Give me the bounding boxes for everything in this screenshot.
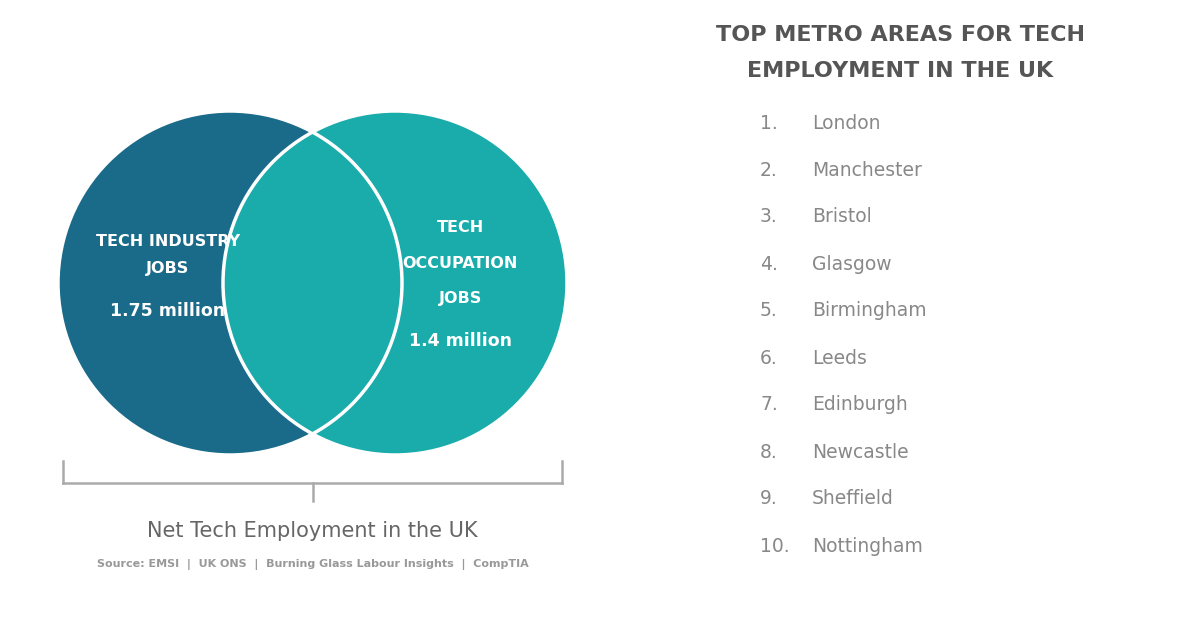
Text: TOP METRO AREAS FOR TECH: TOP METRO AREAS FOR TECH — [716, 25, 1085, 45]
Text: Net Tech Employment in the UK: Net Tech Employment in the UK — [147, 521, 478, 541]
Text: OCCUPATION: OCCUPATION — [402, 256, 518, 270]
Text: Sheffield: Sheffield — [812, 489, 894, 508]
Text: 1.75 million: 1.75 million — [110, 302, 226, 320]
Text: 9.: 9. — [759, 489, 777, 508]
Text: Glasgow: Glasgow — [812, 254, 892, 273]
Text: 1.: 1. — [759, 113, 777, 132]
Text: JOBS: JOBS — [147, 261, 189, 275]
Text: Manchester: Manchester — [812, 161, 922, 180]
Circle shape — [58, 111, 402, 455]
Text: TECH: TECH — [437, 220, 484, 235]
Text: Birmingham: Birmingham — [812, 301, 926, 320]
Circle shape — [224, 111, 567, 455]
Text: 8.: 8. — [759, 442, 777, 461]
Text: 7.: 7. — [759, 396, 777, 415]
Text: 5.: 5. — [759, 301, 777, 320]
Text: JOBS: JOBS — [439, 291, 481, 306]
Text: EMPLOYMENT IN THE UK: EMPLOYMENT IN THE UK — [746, 61, 1053, 81]
Text: 1.4 million: 1.4 million — [408, 332, 511, 350]
Text: Source: EMSI  |  UK ONS  |  Burning Glass Labour Insights  |  CompTIA: Source: EMSI | UK ONS | Burning Glass La… — [97, 560, 529, 570]
Text: Leeds: Leeds — [812, 349, 867, 368]
Text: London: London — [812, 113, 880, 132]
Text: 2.: 2. — [759, 161, 777, 180]
Text: TECH INDUSTRY: TECH INDUSTRY — [96, 234, 240, 249]
Text: Nottingham: Nottingham — [812, 537, 923, 556]
Text: Newcastle: Newcastle — [812, 442, 909, 461]
Text: 6.: 6. — [759, 349, 777, 368]
Text: Bristol: Bristol — [812, 208, 872, 227]
Text: 10.: 10. — [759, 537, 789, 556]
Text: 3.: 3. — [759, 208, 777, 227]
Text: Edinburgh: Edinburgh — [812, 396, 907, 415]
Text: 4.: 4. — [759, 254, 778, 273]
